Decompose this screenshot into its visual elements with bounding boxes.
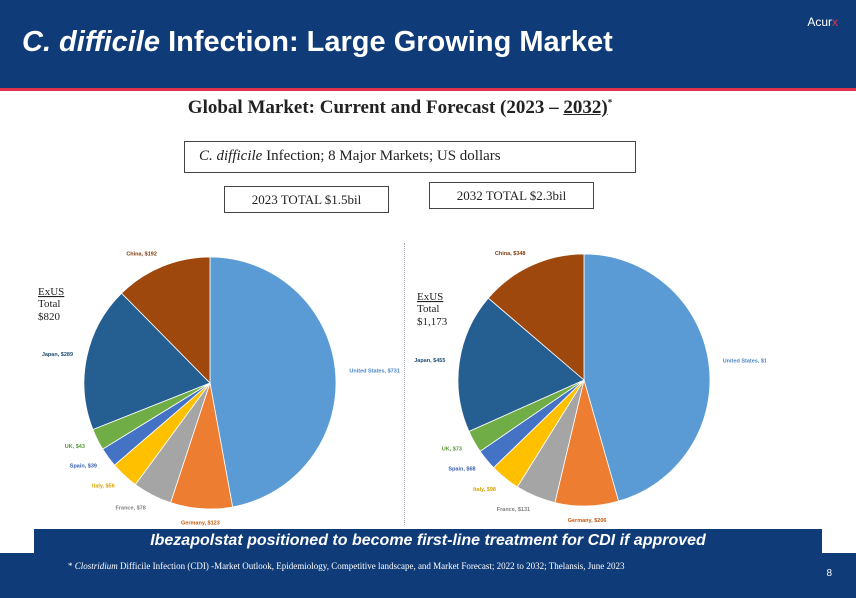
exus-label-2032: Total — [417, 303, 439, 315]
pie-label-2032-france: France, $131 — [497, 507, 530, 513]
pie-slice-2023-china — [121, 256, 211, 384]
logo-main: Acur — [807, 15, 832, 29]
subtitle-rest: Infection; 8 Major Markets; US dollars — [262, 148, 501, 164]
pie-label-2032-spain: Spain, $68 — [448, 467, 475, 473]
exus-heading-2023: ExUS — [38, 286, 64, 298]
slide-title-rest: Infection: Large Growing Market — [160, 26, 613, 58]
footnote-italic: Clostridium — [74, 561, 118, 571]
total-2023-box: 2023 TOTAL $1.5bil — [224, 186, 389, 213]
panel-title-main: Global Market: Current and Forecast (202… — [187, 97, 564, 118]
pie-label-2032-germany: Germany, $206 — [568, 518, 607, 524]
subtitle-box: C. difficile Infection; 8 Major Markets;… — [184, 141, 636, 173]
footer-bar — [0, 553, 856, 598]
market-forecast-panel: Global Market: Current and Forecast (202… — [34, 93, 766, 529]
pie-label-2032-japan: Japan, $455 — [414, 358, 445, 364]
slide-title: C. difficile Infection: Large Growing Ma… — [22, 26, 613, 59]
logo-accent: x — [832, 15, 838, 29]
pie-label-2023-japan: Japan, $289 — [42, 352, 73, 358]
subtitle-italic: C. difficile — [199, 148, 263, 164]
pie-label-2032-china: China, $348 — [495, 251, 526, 257]
header-bar — [0, 0, 856, 88]
slide-title-italic: C. difficile — [22, 26, 161, 58]
pie-label-2023-united-states: United States, $731 — [349, 368, 399, 374]
exus-value-2023: $820 — [38, 311, 61, 323]
pie-slice-2032-united-states — [583, 253, 711, 502]
pie-label-2023-germany: Germany, $123 — [181, 521, 220, 527]
pie-label-2032-united-states: United States, $1,155 — [723, 359, 766, 365]
chart-divider — [404, 243, 405, 525]
pie-label-2032-italy: Italy, $98 — [473, 487, 496, 493]
header-accent-rule — [0, 88, 856, 91]
pie-slice-2032-japan — [457, 297, 585, 432]
pie-slice-2032-china — [487, 253, 585, 381]
total-2032-box: 2032 TOTAL $2.3bil — [429, 182, 594, 209]
panel-title-footnote-mark: * — [607, 97, 613, 108]
exus-value-2032: $1,173 — [417, 316, 448, 328]
pie-label-2023-spain: Spain, $39 — [70, 464, 97, 470]
pie-label-2023-italy: Italy, $56 — [92, 484, 115, 490]
pie-label-2023-china: China, $192 — [126, 252, 157, 258]
page-number: 8 — [826, 568, 832, 579]
panel-title: Global Market: Current and Forecast (202… — [34, 97, 766, 119]
footnote-text: Difficile Infection (CDI) -Market Outloo… — [117, 561, 625, 571]
exus-heading-2032: ExUS — [417, 291, 443, 303]
positioning-banner: Ibezapolstat positioned to become first-… — [34, 529, 822, 553]
company-logo: Acurx — [807, 15, 838, 29]
pie-slice-2023-japan — [83, 292, 211, 430]
pie-label-2023-france: France, $78 — [116, 505, 146, 511]
pie-label-2023-uk: UK, $43 — [65, 444, 85, 450]
pie-label-2032-uk: UK, $73 — [442, 446, 462, 452]
pie-slice-2023-united-states — [209, 256, 337, 508]
pie-charts: United States, $731 Germany, $123 France, … — [38, 251, 766, 527]
panel-title-year: 2032) — [563, 97, 608, 118]
footnote-mark: * — [68, 561, 75, 571]
footnote: * Clostridium Difficile Infection (CDI) … — [68, 560, 788, 572]
exus-label-2023: Total — [38, 298, 60, 310]
